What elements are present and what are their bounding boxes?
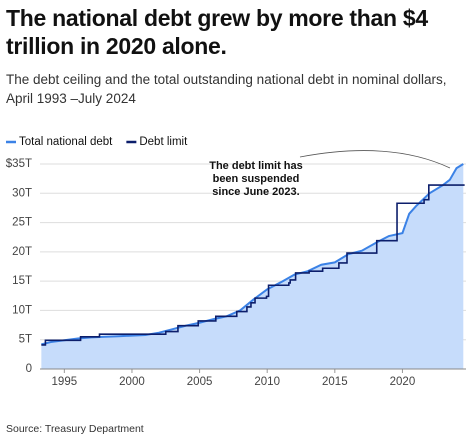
y-tick-label: 0 <box>26 363 32 375</box>
annotation: The debt limit has <box>209 160 303 172</box>
x-tick-label: 2020 <box>390 376 416 388</box>
line <box>41 184 465 346</box>
y-tick-label: 10T <box>12 304 32 316</box>
y-tick-label: $35T <box>6 158 32 170</box>
x-tick-label: 2005 <box>187 376 213 388</box>
line <box>41 163 464 346</box>
legend-label: Total national debt <box>19 136 113 148</box>
x-tick-label: 2000 <box>119 376 145 388</box>
chart-title: The national debt grew by more than $4 t… <box>6 5 428 59</box>
y-tick-label: 20T <box>12 246 32 258</box>
x-tick-label: 1995 <box>52 376 78 388</box>
y-tick-label: 5T <box>19 334 32 346</box>
chart: 0 5T 10T 15T 20T 25T 30T $35T 1995 2000 2005 2010 20… <box>6 136 466 388</box>
source: Source: Treasury Department <box>6 423 144 435</box>
area <box>41 164 464 369</box>
annotation: since June 2023. <box>212 186 299 198</box>
x-tick-label: 2015 <box>322 376 348 388</box>
legend-label: Debt limit <box>139 136 188 148</box>
annotation: been suspended <box>213 173 300 185</box>
y-tick-label: 25T <box>12 217 32 229</box>
chart-subtitle: The debt ceiling and the total outstandi… <box>6 72 447 106</box>
x-tick-label: 2010 <box>254 376 280 388</box>
annotation-arrow <box>299 150 451 169</box>
y-tick-label: 15T <box>12 275 32 287</box>
y-tick-label: 30T <box>12 187 32 199</box>
